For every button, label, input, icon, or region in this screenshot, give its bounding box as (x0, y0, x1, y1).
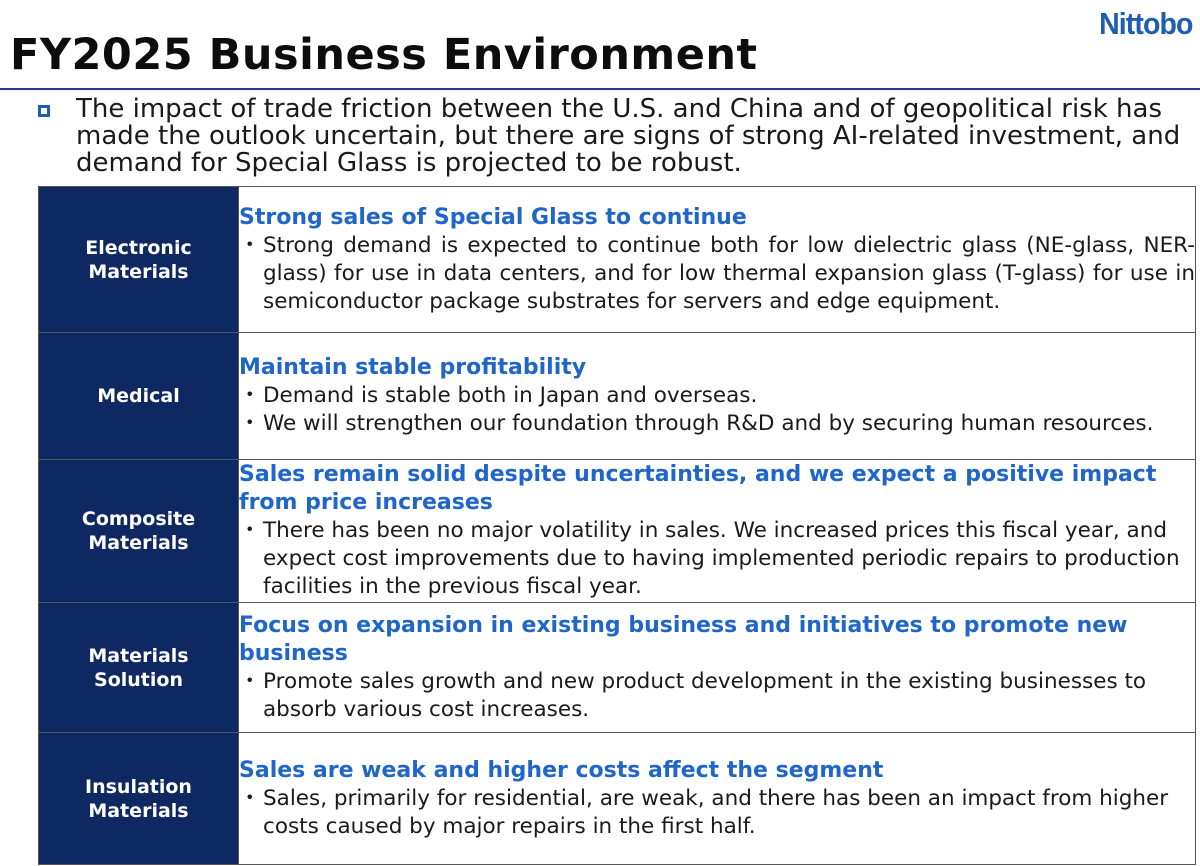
segment-table: Electronic Materials Strong sales of Spe… (38, 186, 1196, 865)
segment-point: ・ We will strengthen our foundation throu… (239, 410, 1195, 438)
segment-heading: Sales remain solid despite uncertainties… (239, 462, 1157, 515)
segment-point-text: Strong demand is expected to continue bo… (263, 232, 1195, 314)
segment-point: ・ Sales, primarily for residential, are w… (239, 785, 1195, 841)
segment-body: Sales are weak and higher costs affect t… (238, 732, 1196, 865)
segment-name-line: Insulation (85, 775, 192, 798)
page-title: FY2025 Business Environment (10, 30, 758, 80)
bullet-dot-icon: ・ (239, 785, 261, 811)
segment-row-electronic-materials: Electronic Materials Strong sales of Spe… (38, 186, 1196, 333)
bullet-dot-icon: ・ (239, 383, 261, 408)
segment-heading: Sales are weak and higher costs affect t… (239, 757, 884, 783)
segment-row-insulation-materials: Insulation Materials Sales are weak and … (38, 732, 1196, 865)
segment-row-materials-solution: Materials Solution Focus on expansion in… (38, 602, 1196, 733)
segment-name-line: Composite (81, 508, 196, 530)
segment-point-text: Promote sales growth and new product dev… (263, 668, 1147, 722)
company-logo: Nittobo (1098, 6, 1193, 41)
segment-point-text: Demand is stable both in Japan and overs… (263, 383, 758, 408)
segment-point-text: There has been no major volatility in sa… (263, 518, 1180, 599)
segment-name: Materials Solution (38, 602, 239, 733)
segment-point: ・ Demand is stable both in Japan and over… (239, 382, 1195, 410)
intro-bullet: The impact of trade friction between the… (38, 96, 1188, 177)
title-divider (0, 88, 1200, 90)
segment-heading: Maintain stable profitability (239, 355, 587, 380)
segment-name-line: Electronic (85, 236, 192, 259)
segment-point-text: Sales, primarily for residential, are we… (263, 785, 1169, 839)
segment-body: Strong sales of Special Glass to continu… (238, 186, 1196, 333)
segment-name-line: Materials (88, 644, 189, 667)
segment-heading: Focus on expansion in existing business … (239, 612, 1128, 666)
segment-point: ・ Strong demand is expected to continue b… (239, 232, 1195, 316)
segment-heading: Strong sales of Special Glass to continu… (239, 204, 747, 230)
segment-name: Composite Materials (38, 459, 239, 603)
segment-row-medical: Medical Maintain stable profitability ・ D… (38, 332, 1196, 460)
segment-body: Focus on expansion in existing business … (238, 602, 1196, 733)
segment-body: Sales remain solid despite uncertainties… (238, 459, 1196, 603)
segment-name-line: Materials (88, 799, 189, 822)
segment-name: Insulation Materials (38, 732, 239, 865)
segment-name: Electronic Materials (38, 186, 239, 333)
segment-name-line: Solution (94, 668, 183, 691)
intro-text: The impact of trade friction between the… (76, 94, 1181, 178)
segment-body: Maintain stable profitability ・ Demand is… (238, 332, 1196, 460)
bullet-dot-icon: ・ (239, 518, 261, 543)
square-bullet-icon (38, 105, 50, 117)
segment-name-line: Materials (88, 532, 189, 554)
segment-point: ・ Promote sales growth and new product de… (239, 668, 1195, 724)
bullet-dot-icon: ・ (239, 411, 261, 436)
segment-point-text: We will strengthen our foundation throug… (263, 411, 1154, 436)
segment-name: Medical (38, 332, 239, 460)
bullet-dot-icon: ・ (239, 232, 261, 258)
segment-point: ・ There has been no major volatility in s… (239, 517, 1195, 601)
segment-row-composite-materials: Composite Materials Sales remain solid d… (38, 459, 1196, 603)
segment-name-line: Medical (97, 385, 180, 407)
bullet-dot-icon: ・ (239, 668, 261, 694)
segment-name-line: Materials (88, 260, 189, 283)
